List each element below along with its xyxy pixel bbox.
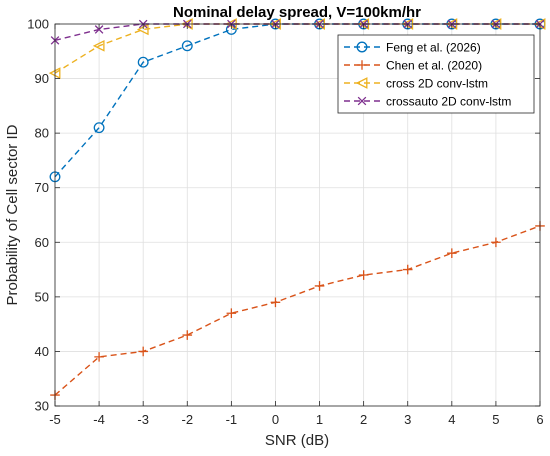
series-line [54,225,541,396]
data-point-marker [137,56,149,68]
data-point-marker [92,39,105,52]
x-tick-label: 6 [536,412,543,427]
y-tick-label: 50 [35,289,49,304]
y-tick-label: 80 [35,126,49,141]
chart-title: Nominal delay spread, V=100km/hr [173,4,421,21]
data-point-marker [94,25,104,34]
y-tick-label: 40 [35,344,49,359]
x-tick-label: -4 [93,412,105,427]
x-tick-label: -3 [137,412,149,427]
legend-label: cross 2D conv-lstm [386,77,488,91]
y-axis-label: Probability of Cell sector ID [4,124,21,305]
data-point-marker [270,297,281,308]
data-point-marker [94,352,104,362]
data-point-marker [181,40,193,52]
data-point-marker [356,41,368,53]
x-tick-label: 3 [404,412,411,427]
x-tick-label: -1 [226,412,238,427]
legend-label: crossauto 2D conv-lstm [386,95,511,109]
legend-label: Chen et al. (2020) [386,59,482,73]
legend-label: Feng et al. (2026) [386,41,481,55]
data-point-marker [314,281,325,291]
x-tick-label: 2 [360,412,367,427]
y-tick-label: 60 [35,235,49,250]
data-point-marker [355,77,368,89]
data-point-marker [182,330,193,340]
data-point-marker [93,122,105,134]
data-point-marker [491,237,501,248]
x-tick-label: 1 [316,412,323,427]
x-tick-label: 4 [448,412,455,427]
legend-entry: Feng et al. (2026) [344,41,481,55]
y-tick-label: 30 [35,399,49,414]
x-axis-label: SNR (dB) [265,432,329,449]
x-tick-label: 5 [492,412,499,427]
plot-frame [54,23,541,407]
legend-entry: Chen et al. (2020) [344,59,482,73]
x-tick-label: -2 [181,412,193,427]
y-tick-label: 90 [35,71,49,86]
data-point-marker [138,346,148,357]
data-point-marker [358,270,369,280]
y-tick-label: 70 [35,180,49,195]
ticks: -5 -4 -3 -2 -1 0 1 2 3 4 5 6 30 40 50 60 70 80 90 100 [27,17,543,428]
x-tick-label: 0 [272,412,279,427]
legend: Feng et al. (2026) Chen et al. (2020) cros… [337,34,535,114]
data-point-marker [357,96,367,106]
data-point-marker [357,60,367,70]
legend-entry: crossauto 2D conv-lstm [344,95,511,109]
y-tick-label: 100 [27,17,49,32]
data-point-marker [447,248,457,258]
legend-entry: cross 2D conv-lstm [344,77,488,91]
legend-box [337,34,535,114]
data-point-marker [226,308,237,319]
data-point-marker [402,264,413,275]
x-tick-label: -5 [49,412,61,427]
